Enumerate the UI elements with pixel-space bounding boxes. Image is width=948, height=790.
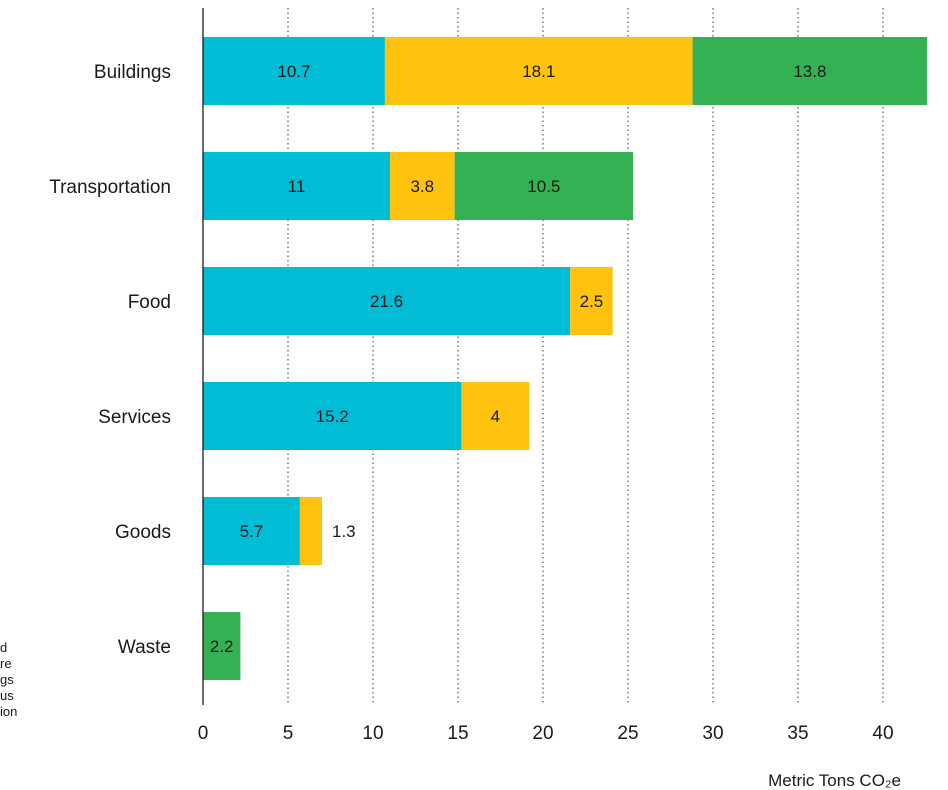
category-labels: Buildings Transportation Food Services Goods… [49, 62, 171, 658]
value-label: 18.1 [522, 62, 555, 81]
x-tick-label: 5 [283, 723, 294, 744]
value-label: 13.8 [793, 62, 826, 81]
bar-segment [203, 267, 571, 335]
bar-segment [203, 612, 241, 680]
bar-segment [384, 37, 693, 105]
value-label: 2.5 [580, 292, 604, 311]
x-tick-label: 30 [702, 723, 723, 744]
side-note-line: gs [0, 672, 14, 687]
value-label: 1.3 [332, 522, 356, 541]
side-note-line: us [0, 688, 14, 703]
bar-segment [454, 152, 634, 220]
x-tick-label: 35 [787, 723, 808, 744]
value-label: 2.2 [210, 637, 234, 656]
category-label: Waste [118, 637, 171, 658]
bar-segment [390, 152, 455, 220]
value-label: 21.6 [370, 292, 403, 311]
category-label: Goods [115, 522, 171, 543]
bar-segment [461, 382, 530, 450]
x-tick-label: 15 [447, 723, 468, 744]
value-label: 4 [491, 407, 500, 426]
side-note-line: d [0, 640, 8, 655]
value-label: 10.5 [527, 177, 560, 196]
bar-segment [203, 37, 385, 105]
value-label: 5.7 [240, 522, 264, 541]
x-tick-label: 25 [617, 723, 638, 744]
x-tick-label: 40 [872, 723, 893, 744]
x-tick-label: 0 [198, 723, 209, 744]
value-labels: 10.7 18.1 13.8 11 3.8 10.5 21.6 2.5 15.2 4 5.7 1.3 2… [210, 62, 827, 656]
x-tick-label: 10 [362, 723, 383, 744]
bar-segment [692, 37, 928, 105]
category-label: Buildings [94, 62, 171, 83]
x-axis-label: Metric Tons CO₂e [768, 771, 901, 790]
value-label: 15.2 [316, 407, 349, 426]
bar-segment [203, 497, 300, 565]
gridlines [287, 8, 884, 705]
x-tick-label: 20 [532, 723, 553, 744]
value-label: 11 [288, 177, 306, 196]
category-label: Services [98, 407, 171, 428]
bars [203, 37, 928, 680]
category-label: Transportation [49, 177, 171, 198]
side-note: d re gs us ion [0, 640, 44, 720]
category-label: Food [128, 292, 171, 313]
value-label: 10.7 [277, 62, 310, 81]
bar-segment [570, 267, 613, 335]
x-tick-labels: 0 5 10 15 20 25 30 35 40 [198, 723, 894, 744]
bar-segment [299, 497, 322, 565]
side-note-line: re [0, 656, 12, 671]
value-label: 3.8 [410, 177, 434, 196]
bar-segment [203, 152, 390, 220]
side-note-line: ion [0, 704, 18, 719]
bar-segment [203, 382, 462, 450]
